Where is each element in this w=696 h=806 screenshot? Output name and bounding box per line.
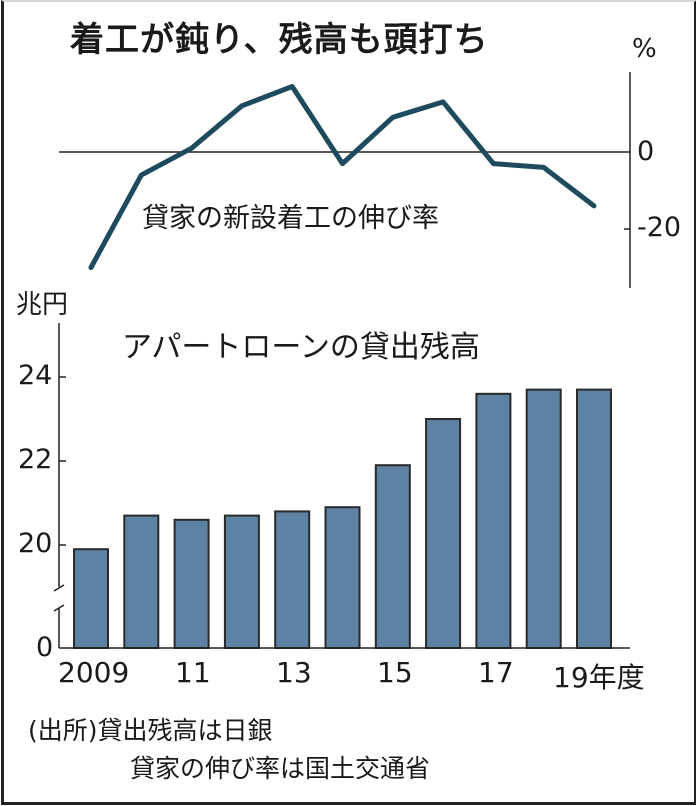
bar-2010 [123, 514, 160, 649]
bar-series-label: アパートローンの貸出残高 [122, 330, 480, 365]
x-label-19: 19年度 [553, 661, 645, 694]
growth-rate-line [88, 84, 597, 270]
line-unit-label: % [632, 34, 657, 64]
axis-break-icon [53, 604, 65, 612]
bar-tick-20: 20 [18, 528, 53, 559]
line-tick-neg20: -20 [637, 212, 682, 243]
bar-unit-label: 兆円 [16, 290, 69, 320]
x-label-13: 13 [276, 656, 312, 689]
bar-2015 [374, 464, 411, 650]
line-series-label: 貸家の新設着工の伸び率 [142, 203, 439, 234]
bar-2009 [73, 548, 109, 650]
line-tick-0: 0 [637, 136, 655, 167]
bar-2014 [324, 506, 361, 650]
bar-2016 [425, 418, 462, 649]
bar-tick-24: 24 [18, 360, 53, 391]
x-label-11: 11 [175, 656, 211, 689]
bar-tick-22: 22 [18, 444, 53, 475]
bar-2011 [173, 518, 210, 649]
bar-2017 [475, 392, 512, 649]
x-label-15: 15 [377, 656, 413, 689]
x-label-2009: 2009 [58, 656, 130, 689]
axis-break-icon [53, 584, 65, 592]
source-line-2: 貸家の伸び率は国土交通省 [130, 754, 431, 783]
bar-2018 [525, 388, 562, 649]
source-note: (出所)貸出残高は日銀 貸家の伸び率は国土交通省 [28, 712, 430, 788]
chart-title: 着工が鈍り、残高も頭打ち [70, 20, 489, 60]
bar-2012 [223, 514, 260, 649]
bar-series [73, 388, 612, 650]
source-line-1: (出所)貸出残高は日銀 [28, 716, 273, 745]
bar-tick-0: 0 [36, 632, 54, 663]
x-label-17: 17 [478, 656, 514, 689]
bar-2013 [274, 510, 311, 649]
bar-2019 [576, 388, 612, 649]
